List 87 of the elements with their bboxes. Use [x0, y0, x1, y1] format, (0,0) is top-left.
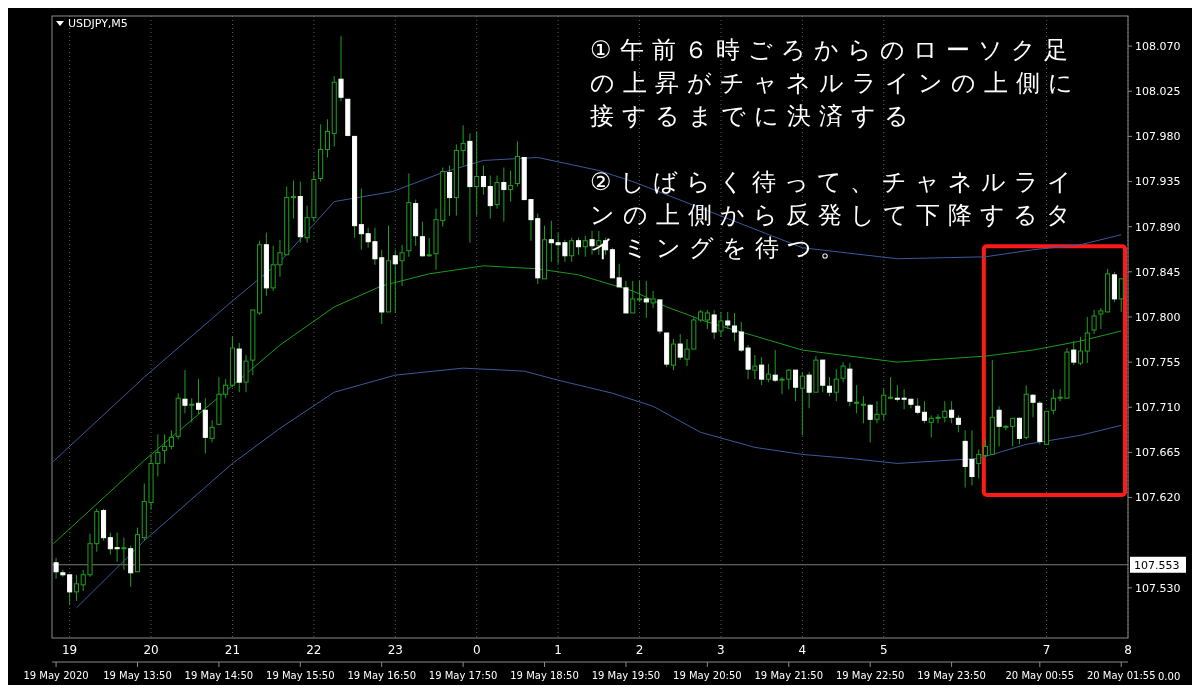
- y-tick-label: 107.755: [1135, 355, 1181, 369]
- x-tick-label: 23: [387, 643, 403, 657]
- candlestick: [793, 369, 799, 402]
- candlestick: [196, 378, 202, 415]
- x2-tick-label: 19 May 16:50: [347, 670, 417, 681]
- x-tick-label: 1: [554, 643, 562, 657]
- candlestick: [162, 433, 168, 464]
- candlestick: [480, 164, 487, 196]
- candlestick: [731, 312, 738, 342]
- candlestick: [569, 237, 575, 263]
- y-tick-label: 107.980: [1135, 130, 1181, 144]
- chart-title: USDJPY,M5: [68, 17, 128, 30]
- x2-tick-label: 19 May 20:50: [673, 670, 742, 681]
- x-tick-label: 8: [1124, 643, 1132, 657]
- x2-tick-label: 19 May 21:50: [754, 670, 824, 681]
- candlestick: [650, 290, 656, 309]
- x2-tick-label: 19 May 18:50: [510, 670, 579, 681]
- x-tick-label: 19: [62, 643, 78, 657]
- candlestick: [860, 395, 866, 424]
- candlestick: [752, 354, 758, 380]
- y-tick-label: 108.070: [1135, 39, 1181, 53]
- x2-tick-label: 19 May 19:50: [591, 670, 661, 681]
- candlestick: [426, 237, 432, 258]
- candlestick: [494, 175, 500, 210]
- candlestick: [976, 448, 982, 479]
- candlestick: [474, 130, 480, 217]
- x-tick-label: 21: [224, 643, 241, 657]
- candlestick: [630, 280, 636, 314]
- x2-tick-label: 19 May 17:50: [428, 670, 498, 681]
- candlestick: [121, 537, 127, 571]
- candlestick: [1016, 416, 1022, 445]
- x-tick-label: 2: [635, 643, 644, 657]
- candlestick: [833, 368, 839, 402]
- candlestick: [508, 170, 514, 203]
- candlestick: [704, 309, 710, 330]
- candlestick: [1077, 336, 1084, 366]
- candlestick: [826, 376, 833, 397]
- y-tick-label: 107.530: [1135, 581, 1181, 595]
- candlestick: [799, 371, 805, 436]
- candlestick: [982, 438, 989, 458]
- candlestick: [1091, 309, 1097, 335]
- line-series: [52, 156, 1122, 462]
- candlestick: [765, 363, 771, 383]
- y-tick-label: 107.665: [1135, 446, 1181, 460]
- candlestick: [53, 557, 59, 580]
- x2-tick-label: 19 May 2020: [23, 670, 89, 681]
- x-tick-label: 0: [472, 643, 481, 657]
- candlestick: [921, 400, 927, 424]
- y-tick-label: 107.935: [1135, 175, 1181, 189]
- x2-tick-label: 20 May 00:55: [1005, 670, 1075, 681]
- x-tick-label: 20: [143, 643, 159, 657]
- candlestick: [209, 419, 215, 443]
- y-tick-label: 107.890: [1135, 220, 1181, 234]
- candlestick: [189, 397, 195, 423]
- x-tick-label: 3: [717, 643, 725, 657]
- candlestick: [419, 221, 425, 258]
- candlestick: [324, 118, 330, 158]
- candlestick: [670, 338, 676, 371]
- candlestick: [854, 384, 860, 414]
- candlestick: [168, 429, 174, 450]
- candlestick: [636, 280, 643, 303]
- candlestick: [1084, 316, 1090, 364]
- candlestick: [840, 361, 846, 383]
- x2-tick-label: 20 May 01:55: [1086, 670, 1156, 681]
- candlestick: [290, 180, 297, 220]
- x2-tick-label: 19 May 13:50: [103, 670, 172, 681]
- x-tick-label: 22: [306, 643, 322, 657]
- y-tick-label: 107.710: [1135, 401, 1181, 415]
- annotation: ①午前６時ごろからのローソク足の上昇がチャネルラインの上側に接するまでに決済する: [590, 36, 1081, 130]
- y-tick-label: 107.620: [1135, 491, 1181, 505]
- candlestick: [582, 235, 588, 258]
- y-tick-label: 108.025: [1135, 85, 1181, 99]
- x2-tick-label: 19 May 15:50: [266, 670, 335, 681]
- candlestick: [718, 311, 724, 338]
- x2-tick-label: 19 May 23:50: [917, 670, 986, 681]
- x2-tick-label: 19 May 14:50: [184, 670, 254, 681]
- text: 0.00: [1158, 671, 1181, 682]
- x-tick-label: 5: [879, 643, 888, 657]
- candlestick: [1118, 277, 1124, 313]
- y-tick-label: 107.800: [1135, 310, 1181, 324]
- ref-line-label: 107.553: [1134, 558, 1180, 572]
- x-tick-label: 7: [1042, 643, 1051, 657]
- line-series: [75, 367, 1122, 609]
- x2-tick-label: 19 May 22:50: [835, 670, 905, 681]
- candlestick: [73, 574, 79, 602]
- x-tick-label: 4: [798, 643, 807, 657]
- y-tick-label: 107.845: [1135, 265, 1181, 279]
